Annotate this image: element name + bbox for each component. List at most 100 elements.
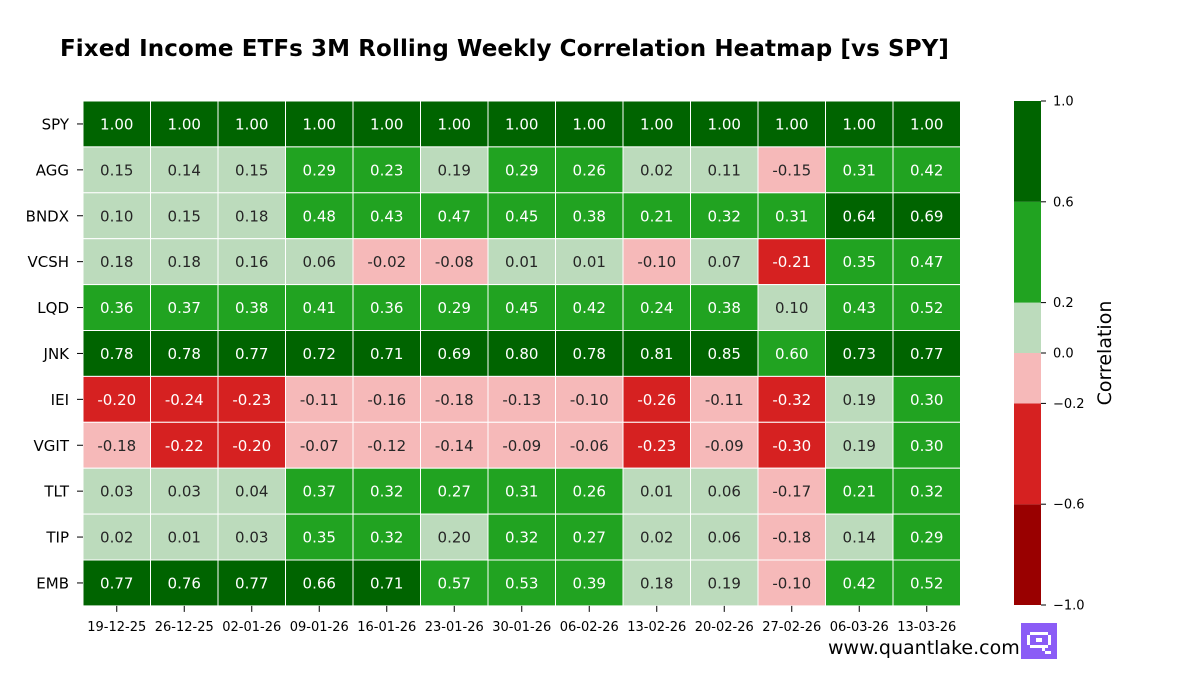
cell-value-label: 0.18 [168, 253, 201, 271]
colorbar-segment [1014, 353, 1041, 404]
heatmap-cell [150, 146, 219, 194]
cell-value-label: 0.57 [438, 574, 471, 592]
heatmap-cell [150, 559, 219, 607]
row-label: EMB [36, 574, 69, 592]
cell-value-label: 0.18 [100, 253, 133, 271]
cell-value-label: 0.31 [843, 161, 876, 179]
cell-value-label: -0.18 [772, 529, 811, 547]
row-label: JNK [43, 345, 71, 363]
cell-value-label: 0.41 [303, 299, 336, 317]
cell-value-label: 0.36 [100, 299, 133, 317]
cell-value-label: 0.71 [370, 345, 403, 363]
cell-value-label: -0.11 [705, 391, 744, 409]
cell-value-label: -0.09 [705, 437, 744, 455]
colorbar-tick-label: −1.0 [1053, 599, 1085, 614]
heatmap-cell [555, 330, 624, 377]
heatmap-cell [622, 192, 691, 240]
heatmap-cell [285, 375, 354, 423]
heatmap-cell [622, 421, 691, 469]
cell-value-label: 0.02 [100, 529, 133, 547]
cell-value-label: 0.10 [100, 207, 133, 225]
colorbar-segment [1014, 302, 1041, 353]
cell-value-label: 0.37 [303, 483, 336, 501]
cell-value-label: 0.42 [573, 299, 606, 317]
cell-value-label: 0.23 [370, 161, 403, 179]
cell-value-label: 0.47 [438, 207, 471, 225]
row-labels: SPY AGG BNDX VCSH LQD JNK IEI VGIT TLT TIP EMB [26, 115, 83, 592]
cell-value-label: 0.14 [168, 161, 201, 179]
column-label: 02-01-26 [222, 620, 281, 635]
heatmap-cell [217, 146, 286, 194]
heatmap-cell [150, 421, 219, 469]
heatmap-cell [150, 238, 219, 286]
heatmap-cell [420, 513, 489, 561]
heatmap-cell [892, 330, 961, 377]
heatmap-cell [285, 513, 354, 561]
cell-value-label: 0.06 [708, 529, 741, 547]
column-label: 13-03-26 [897, 620, 956, 635]
cell-value-label: 0.15 [100, 161, 133, 179]
heatmap-cell [892, 375, 961, 423]
cell-value-label: 0.71 [370, 574, 403, 592]
cell-value-label: 0.01 [640, 483, 673, 501]
cell-value-label: 0.24 [640, 299, 673, 317]
heatmap-cells: 1.00 1.00 1.00 1.00 1.00 1.00 1.00 1.00 1.00 1.00… [82, 100, 961, 607]
colorbar-tick-label: 0.2 [1053, 296, 1074, 311]
cell-value-label: -0.23 [232, 391, 271, 409]
heatmap-cell [555, 100, 624, 148]
colorbar-tick-label: −0.6 [1053, 498, 1085, 513]
cell-value-label: 0.29 [505, 161, 538, 179]
cell-value-label: 0.78 [573, 345, 606, 363]
cell-value-label: -0.10 [570, 391, 609, 409]
cell-value-label: -0.10 [772, 574, 811, 592]
column-label: 13-02-26 [627, 620, 686, 635]
heatmap-cell [825, 100, 894, 148]
heatmap-cell [352, 192, 421, 240]
heatmap-cell [555, 421, 624, 469]
cell-value-label: 0.26 [573, 161, 606, 179]
cell-value-label: 1.00 [910, 115, 943, 133]
colorbar-tick-label: 0.0 [1053, 347, 1074, 362]
cell-value-label: 0.81 [640, 345, 673, 363]
heatmap-cell [352, 513, 421, 561]
cell-value-label: 1.00 [573, 115, 606, 133]
heatmap-cell [217, 192, 286, 240]
cell-value-label: 0.42 [843, 574, 876, 592]
heatmap-cell [892, 421, 961, 469]
cell-value-label: -0.23 [637, 437, 676, 455]
heatmap-cell [690, 238, 759, 286]
heatmap-cell [150, 513, 219, 561]
cell-value-label: 0.45 [505, 299, 538, 317]
column-label: 20-02-26 [695, 620, 754, 635]
row-label: LQD [37, 299, 69, 317]
heatmap-cell [150, 375, 219, 423]
cell-value-label: 0.36 [370, 299, 403, 317]
cell-value-label: 1.00 [843, 115, 876, 133]
heatmap-cell [825, 146, 894, 194]
colorbar-segment [1014, 403, 1041, 505]
colorbar-tick-label: −0.2 [1053, 397, 1085, 412]
cell-value-label: 0.78 [168, 345, 201, 363]
cell-value-label: 0.14 [843, 529, 876, 547]
row-label: TLT [43, 483, 69, 501]
cell-value-label: 0.35 [303, 529, 336, 547]
watermark-text: www.quantlake.com [828, 637, 1020, 659]
cell-value-label: 0.85 [708, 345, 741, 363]
cell-value-label: 0.04 [235, 483, 268, 501]
heatmap-cell [217, 100, 286, 148]
heatmap-cell [487, 238, 556, 286]
cell-value-label: 0.42 [910, 161, 943, 179]
heatmap-cell [757, 330, 826, 377]
cell-value-label: -0.10 [637, 253, 676, 271]
cell-value-label: 0.60 [775, 345, 808, 363]
cell-value-label: 0.20 [438, 529, 471, 547]
heatmap-cell [487, 467, 556, 515]
cell-value-label: -0.17 [772, 483, 811, 501]
cell-value-label: 0.27 [573, 529, 606, 547]
cell-value-label: 0.73 [843, 345, 876, 363]
row-label: AGG [36, 161, 69, 179]
heatmap-cell [825, 467, 894, 515]
cell-value-label: 0.19 [843, 391, 876, 409]
cell-value-label: 0.32 [708, 207, 741, 225]
cell-value-label: -0.07 [300, 437, 339, 455]
